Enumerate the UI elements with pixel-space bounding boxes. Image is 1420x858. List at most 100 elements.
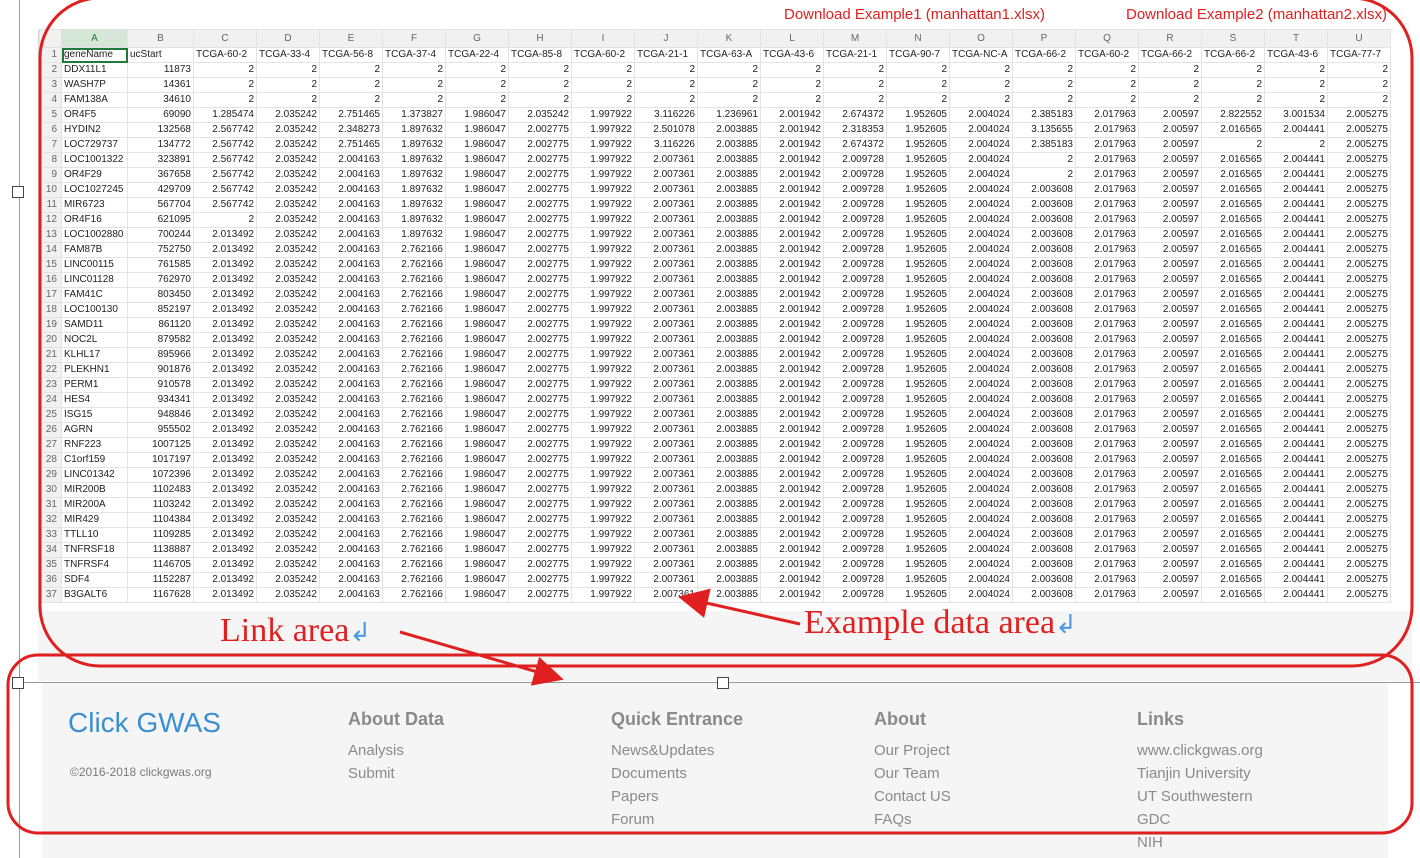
value-cell[interactable]: 2.004024 — [949, 227, 1013, 243]
value-cell[interactable]: 2.009728 — [823, 242, 887, 258]
value-cell[interactable]: 2.013492 — [193, 392, 257, 408]
value-cell[interactable]: 2.005275 — [1327, 257, 1391, 273]
value-cell[interactable]: 2.00597 — [1138, 467, 1202, 483]
value-cell[interactable]: 2.002775 — [508, 152, 572, 168]
value-cell[interactable]: 2.003608 — [1012, 212, 1076, 228]
value-cell[interactable]: 2.003885 — [697, 332, 761, 348]
value-cell[interactable]: 2.00597 — [1138, 212, 1202, 228]
header-cell[interactable]: TCGA-90-7 — [886, 47, 950, 63]
value-cell[interactable]: 2.009728 — [823, 182, 887, 198]
value-cell[interactable]: 2.002775 — [508, 347, 572, 363]
value-cell[interactable]: 2.003608 — [1012, 557, 1076, 573]
value-cell[interactable]: 2.002775 — [508, 482, 572, 498]
header-cell[interactable]: TCGA-66-2 — [1138, 47, 1202, 63]
value-cell[interactable]: 2.00597 — [1138, 572, 1202, 588]
value-cell[interactable]: 2.005275 — [1327, 197, 1391, 213]
value-cell[interactable]: 2.016565 — [1201, 407, 1265, 423]
value-cell[interactable]: 2.762166 — [382, 527, 446, 543]
value-cell[interactable]: 2.004441 — [1264, 287, 1328, 303]
value-cell[interactable]: 1.952605 — [886, 197, 950, 213]
gene-name-cell[interactable]: NOC2L — [61, 332, 128, 348]
value-cell[interactable]: 2 — [508, 77, 572, 93]
value-cell[interactable]: 2 — [634, 77, 698, 93]
footer-link-submit[interactable]: Submit — [348, 765, 395, 782]
value-cell[interactable]: 2.017963 — [1075, 422, 1139, 438]
row-number[interactable]: 21 — [39, 347, 62, 363]
value-cell[interactable]: 2.003608 — [1012, 512, 1076, 528]
value-cell[interactable]: 2.004024 — [949, 542, 1013, 558]
uc-start-cell[interactable]: 1007125 — [127, 437, 194, 453]
value-cell[interactable]: 2.003885 — [697, 227, 761, 243]
value-cell[interactable]: 2 — [382, 77, 446, 93]
row-number[interactable]: 27 — [39, 437, 62, 453]
value-cell[interactable]: 2.035242 — [256, 137, 320, 153]
value-cell[interactable]: 2 — [1075, 62, 1139, 78]
value-cell[interactable]: 2.003608 — [1012, 542, 1076, 558]
value-cell[interactable]: 2.762166 — [382, 467, 446, 483]
value-cell[interactable]: 2.005275 — [1327, 497, 1391, 513]
header-cell[interactable]: TCGA-NC-A — [949, 47, 1013, 63]
value-cell[interactable]: 2.007361 — [634, 557, 698, 573]
gene-name-cell[interactable]: SDF4 — [61, 572, 128, 588]
value-cell[interactable]: 2.004024 — [949, 362, 1013, 378]
value-cell[interactable]: 2.001942 — [760, 437, 824, 453]
value-cell[interactable]: 2 — [1327, 77, 1391, 93]
row-number[interactable]: 33 — [39, 527, 62, 543]
value-cell[interactable]: 2.003608 — [1012, 587, 1076, 603]
value-cell[interactable]: 2.016565 — [1201, 362, 1265, 378]
uc-start-cell[interactable]: 134772 — [127, 137, 194, 153]
value-cell[interactable]: 2.016565 — [1201, 347, 1265, 363]
footer-link-faqs[interactable]: FAQs — [874, 811, 912, 828]
value-cell[interactable]: 2.016565 — [1201, 182, 1265, 198]
value-cell[interactable]: 2.003885 — [697, 572, 761, 588]
value-cell[interactable]: 2.009728 — [823, 572, 887, 588]
row-number[interactable]: 9 — [39, 167, 62, 183]
value-cell[interactable]: 2.035242 — [256, 182, 320, 198]
value-cell[interactable]: 2.004024 — [949, 512, 1013, 528]
value-cell[interactable]: 2.007361 — [634, 572, 698, 588]
value-cell[interactable]: 2 — [1138, 77, 1202, 93]
value-cell[interactable]: 2 — [256, 77, 320, 93]
value-cell[interactable]: 1.952605 — [886, 407, 950, 423]
gene-name-cell[interactable]: LOC1027245 — [61, 182, 128, 198]
value-cell[interactable]: 2.035242 — [256, 512, 320, 528]
uc-start-cell[interactable]: 895966 — [127, 347, 194, 363]
value-cell[interactable]: 2.00597 — [1138, 422, 1202, 438]
value-cell[interactable]: 2.007361 — [634, 482, 698, 498]
value-cell[interactable]: 2.009728 — [823, 377, 887, 393]
value-cell[interactable]: 1.986047 — [445, 212, 509, 228]
value-cell[interactable]: 2.003608 — [1012, 572, 1076, 588]
value-cell[interactable]: 2.001942 — [760, 497, 824, 513]
value-cell[interactable]: 1.997922 — [571, 122, 635, 138]
value-cell[interactable]: 2.002775 — [508, 197, 572, 213]
value-cell[interactable]: 2.003885 — [697, 497, 761, 513]
value-cell[interactable]: 1.986047 — [445, 482, 509, 498]
value-cell[interactable]: 2.003608 — [1012, 272, 1076, 288]
value-cell[interactable]: 2.007361 — [634, 227, 698, 243]
value-cell[interactable]: 2.007361 — [634, 257, 698, 273]
value-cell[interactable]: 2.035242 — [508, 107, 572, 123]
value-cell[interactable]: 2.385183 — [1012, 107, 1076, 123]
value-cell[interactable]: 2.035242 — [256, 572, 320, 588]
value-cell[interactable]: 2.003885 — [697, 212, 761, 228]
value-cell[interactable]: 2.001942 — [760, 242, 824, 258]
value-cell[interactable]: 2 — [1264, 137, 1328, 153]
value-cell[interactable]: 2.00597 — [1138, 587, 1202, 603]
value-cell[interactable]: 2.004441 — [1264, 572, 1328, 588]
value-cell[interactable]: 2 — [571, 92, 635, 108]
value-cell[interactable]: 2.017963 — [1075, 542, 1139, 558]
value-cell[interactable]: 2.003885 — [697, 152, 761, 168]
gene-name-cell[interactable]: FAM87B — [61, 242, 128, 258]
value-cell[interactable]: 2.003885 — [697, 197, 761, 213]
value-cell[interactable]: 2.016565 — [1201, 122, 1265, 138]
value-cell[interactable]: 2 — [445, 92, 509, 108]
value-cell[interactable]: 1.986047 — [445, 302, 509, 318]
row-number[interactable]: 4 — [39, 92, 62, 108]
value-cell[interactable]: 1.997922 — [571, 452, 635, 468]
value-cell[interactable]: 2.009728 — [823, 557, 887, 573]
column-header-q[interactable]: Q — [1075, 29, 1139, 48]
value-cell[interactable]: 1.952605 — [886, 107, 950, 123]
value-cell[interactable]: 2.013492 — [193, 467, 257, 483]
header-cell[interactable]: TCGA-63-A — [697, 47, 761, 63]
value-cell[interactable]: 2.007361 — [634, 182, 698, 198]
